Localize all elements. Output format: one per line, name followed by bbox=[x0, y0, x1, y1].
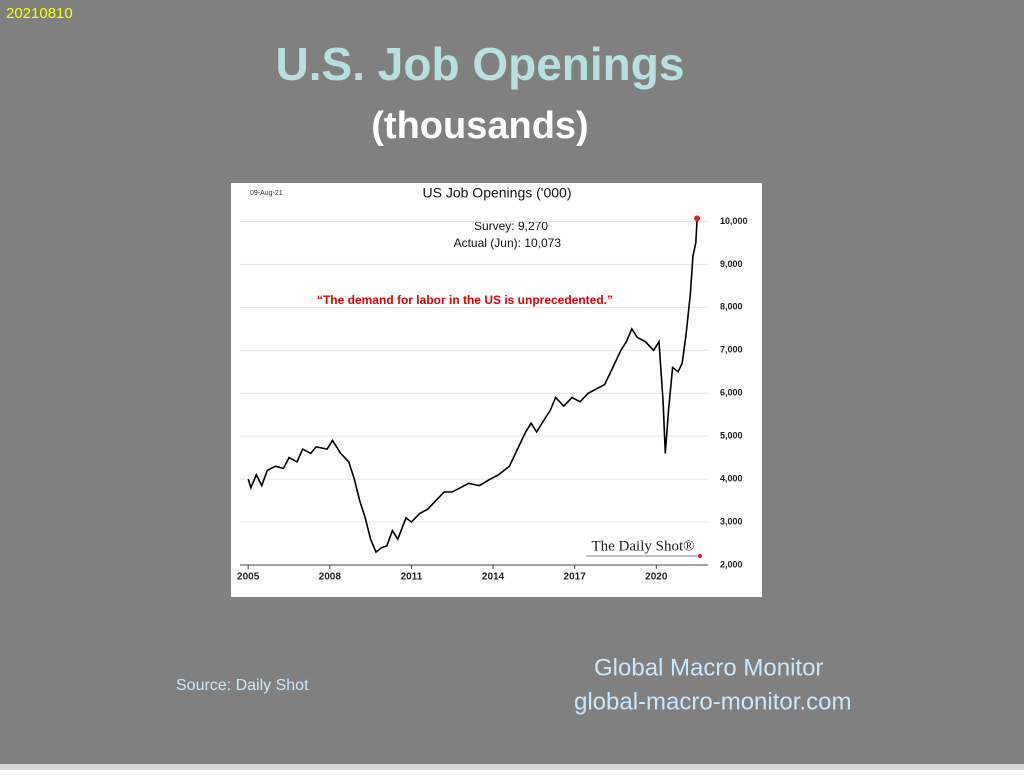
y-tick-label: 2,000 bbox=[720, 559, 743, 569]
chart-panel bbox=[231, 183, 762, 597]
y-tick-label: 5,000 bbox=[720, 431, 743, 441]
x-tick-label: 2017 bbox=[564, 572, 587, 583]
logo: The Daily Shot® bbox=[591, 538, 694, 554]
date: 20210810 bbox=[6, 5, 73, 22]
chart-date: 09-Aug-21 bbox=[250, 190, 283, 197]
survey-label: Survey: 9,270 bbox=[474, 219, 548, 233]
logo-dot bbox=[698, 554, 702, 558]
actual-label: Actual (Jun): 10,073 bbox=[454, 236, 562, 250]
x-tick-label: 2005 bbox=[237, 572, 260, 583]
y-tick-label: 8,000 bbox=[720, 302, 743, 312]
x-tick-label: 2020 bbox=[645, 572, 668, 583]
x-tick-label: 2011 bbox=[401, 572, 423, 583]
url: global-macro-monitor.com bbox=[574, 688, 851, 715]
quote: “The demand for labor in the US is unpre… bbox=[317, 293, 613, 307]
x-tick-label: 2008 bbox=[319, 572, 342, 583]
end-marker bbox=[694, 215, 701, 222]
source: Source: Daily Shot bbox=[176, 677, 309, 694]
bottom-strip bbox=[0, 764, 1024, 770]
y-tick-label: 7,000 bbox=[720, 345, 743, 355]
chart-title: US Job Openings ('000) bbox=[423, 185, 572, 201]
title: U.S. Job Openings bbox=[276, 38, 685, 90]
subtitle: (thousands) bbox=[371, 105, 588, 147]
y-tick-label: 10,000 bbox=[720, 216, 748, 226]
brand: Global Macro Monitor bbox=[594, 654, 823, 681]
y-tick-label: 4,000 bbox=[720, 473, 743, 483]
y-tick-label: 6,000 bbox=[720, 388, 743, 398]
line bbox=[247, 218, 698, 554]
y-tick-label: 3,000 bbox=[720, 516, 743, 526]
x-tick-label: 2014 bbox=[482, 572, 505, 583]
y-tick-label: 9,000 bbox=[720, 259, 743, 269]
